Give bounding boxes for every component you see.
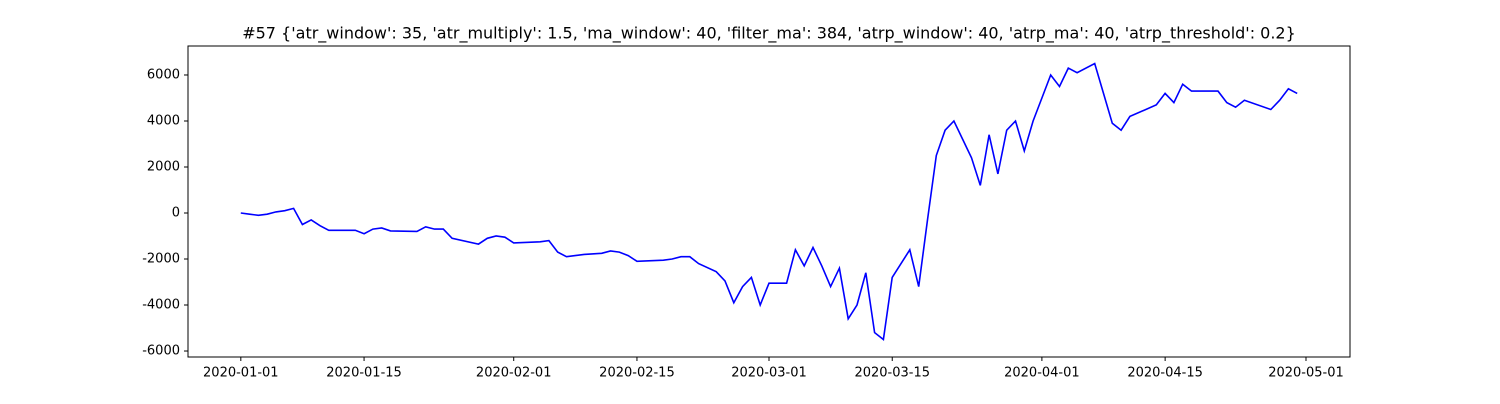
- chart-title: #57 {'atr_window': 35, 'atr_multiply': 1…: [242, 24, 1296, 44]
- y-tick-label: -6000: [142, 344, 180, 359]
- y-tick-label: -4000: [142, 298, 180, 313]
- x-tick-label: 2020-03-15: [854, 366, 930, 381]
- y-tick-label: 6000: [147, 67, 180, 82]
- x-tick-label: 2020-02-15: [599, 366, 675, 381]
- x-tick-label: 2020-01-01: [203, 366, 279, 381]
- y-tick-label: 4000: [147, 113, 180, 128]
- series-line: [240, 62, 1298, 341]
- plot-frame: [187, 45, 1351, 358]
- x-tick-label: 2020-04-01: [1004, 366, 1080, 381]
- y-tick-label: -2000: [142, 252, 180, 267]
- x-tick-label: 2020-03-01: [731, 366, 807, 381]
- x-tick-label: 2020-04-15: [1127, 366, 1203, 381]
- x-tick-label: 2020-01-15: [326, 366, 402, 381]
- y-tick-label: 2000: [147, 159, 180, 174]
- y-tick-label: 0: [172, 206, 180, 221]
- x-tick-label: 2020-02-01: [476, 366, 552, 381]
- x-tick-label: 2020-05-01: [1268, 366, 1344, 381]
